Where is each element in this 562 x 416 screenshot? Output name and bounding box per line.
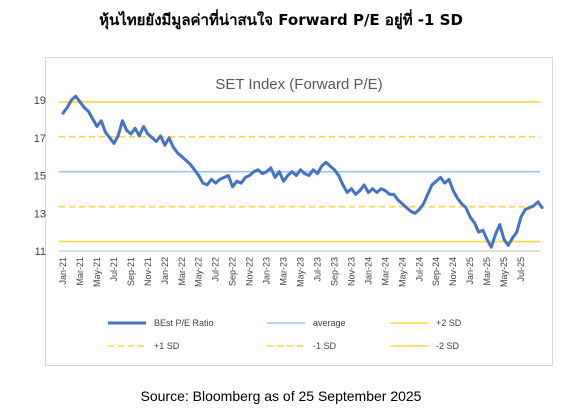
- x-tick-label: May-25: [499, 257, 509, 287]
- x-tick-label: Jan-23: [262, 257, 272, 285]
- x-tick-label: May-23: [296, 257, 306, 287]
- chart-title: SET Index (Forward P/E): [215, 76, 383, 93]
- x-tick-label: Nov-24: [448, 257, 458, 286]
- x-tick-label: Jan-22: [160, 257, 170, 285]
- x-tick-label: Jul-22: [211, 257, 221, 282]
- source-note: Source: Bloomberg as of 25 September 202…: [140, 388, 422, 404]
- legend-label: -2 SD: [436, 341, 460, 351]
- x-tick-label: Jan-25: [465, 257, 475, 285]
- x-tick-label: May-21: [92, 257, 102, 287]
- series-line-best-pe-ratio: [61, 94, 544, 249]
- page-title: หุ้นไทยยังมีมูลค่าที่น่าสนใจ Forward P/E…: [99, 11, 463, 29]
- x-tick-label: Sep-24: [431, 257, 441, 286]
- x-tick-label: Sep-23: [329, 257, 339, 286]
- x-tick-label: Jul-24: [414, 257, 424, 282]
- x-tick-label: Jul-25: [516, 257, 526, 282]
- x-tick-label: Mar-25: [482, 257, 492, 286]
- x-tick-label: Jan-24: [363, 257, 373, 285]
- x-tick-label: Jul-21: [109, 257, 119, 282]
- legend-label: +1 SD: [154, 341, 180, 351]
- x-tick-label: May-24: [397, 257, 407, 287]
- y-tick-label: 15: [34, 171, 46, 183]
- y-tick-label: 17: [34, 133, 46, 145]
- x-tick-label: Mar-21: [75, 257, 85, 286]
- x-tick-label: Nov-23: [346, 257, 356, 286]
- x-tick-label: Sep-21: [126, 257, 136, 286]
- legend-label: +2 SD: [436, 318, 462, 328]
- y-tick-label: 11: [35, 246, 46, 258]
- x-tick-label: Mar-24: [380, 257, 390, 286]
- legend-label: BEst P/E Ratio: [154, 318, 214, 328]
- y-tick-label: 13: [34, 208, 46, 220]
- x-tick-label: May-22: [194, 257, 204, 287]
- x-tick-label: Sep-22: [228, 257, 238, 286]
- x-tick-label: Nov-22: [245, 257, 255, 286]
- x-tick-label: Nov-21: [143, 257, 153, 286]
- y-tick-label: 19: [34, 95, 46, 107]
- x-tick-label: Jan-21: [58, 257, 68, 285]
- legend-label: -1 SD: [313, 341, 337, 351]
- x-tick-label: Mar-23: [279, 257, 289, 286]
- x-tick-label: Mar-22: [177, 257, 187, 286]
- legend-label: average: [313, 318, 346, 328]
- x-tick-label: Jul-23: [312, 257, 322, 282]
